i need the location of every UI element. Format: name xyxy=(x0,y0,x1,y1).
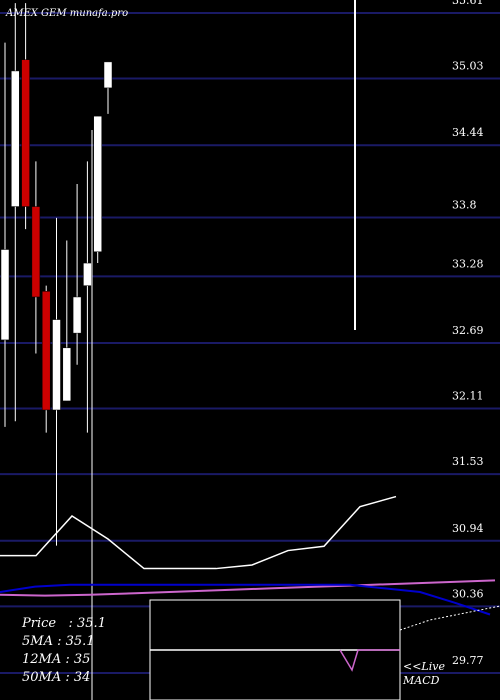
legend-12ma: 12MA : 35 xyxy=(22,652,91,667)
y-tick-label: 30.94 xyxy=(452,522,484,535)
y-tick-label: 30.36 xyxy=(452,587,484,600)
legend-12ma-value: 35 xyxy=(73,652,91,667)
candle-body xyxy=(103,61,113,89)
legend-price: Price : 35.1 xyxy=(22,616,106,631)
y-tick-label: 32.11 xyxy=(452,390,484,403)
y-tick-label: 32.69 xyxy=(452,324,484,337)
candle-body xyxy=(21,59,30,207)
chart-title: AMEX GEM munafa.pro xyxy=(5,8,128,19)
momentum-line xyxy=(0,495,397,570)
candle-body xyxy=(0,249,10,341)
ma-line xyxy=(0,579,496,597)
legend-5ma-label: 5MA xyxy=(22,634,53,649)
y-tick-label: 35.61 xyxy=(452,0,484,7)
y-tick-label: 29.77 xyxy=(452,654,484,667)
legend-5ma-value: 35.1 xyxy=(65,634,95,649)
y-tick-label: 33.8 xyxy=(452,199,477,212)
legend-price-label: Price xyxy=(22,616,57,631)
grid-lines xyxy=(0,12,500,674)
live-label[interactable]: <<Live xyxy=(403,660,445,673)
legend-50ma: 50MA : 34 xyxy=(22,670,91,685)
y-axis-ticks: 35.61 35.03 34.44 33.8 33.28 32.69 32.11 31.53 3… xyxy=(452,0,484,667)
candle-body xyxy=(62,347,72,402)
candle-body xyxy=(93,115,102,253)
macd-extension xyxy=(399,605,500,631)
y-tick-label: 33.28 xyxy=(452,257,484,270)
macd-signal xyxy=(339,649,400,672)
legend-50ma-label: 50MA xyxy=(22,670,62,685)
candle-body xyxy=(83,262,92,286)
legend-5ma: 5MA : 35.1 xyxy=(22,634,95,649)
candle-body xyxy=(72,296,82,334)
candles xyxy=(0,3,113,546)
y-tick-label: 31.53 xyxy=(452,455,484,468)
legend-12ma-label: 12MA xyxy=(22,652,62,667)
y-tick-label: 35.03 xyxy=(452,60,484,73)
candle-body xyxy=(31,206,41,298)
ma-fast-line xyxy=(0,583,491,616)
candle-body xyxy=(41,291,51,411)
candle-body xyxy=(11,70,20,207)
legend-50ma-value: 34 xyxy=(73,670,91,685)
legend-price-value: 35.1 xyxy=(77,616,106,631)
macd-label: MACD xyxy=(403,674,440,687)
y-tick-label: 34.44 xyxy=(452,126,484,139)
candle-body xyxy=(52,319,61,411)
